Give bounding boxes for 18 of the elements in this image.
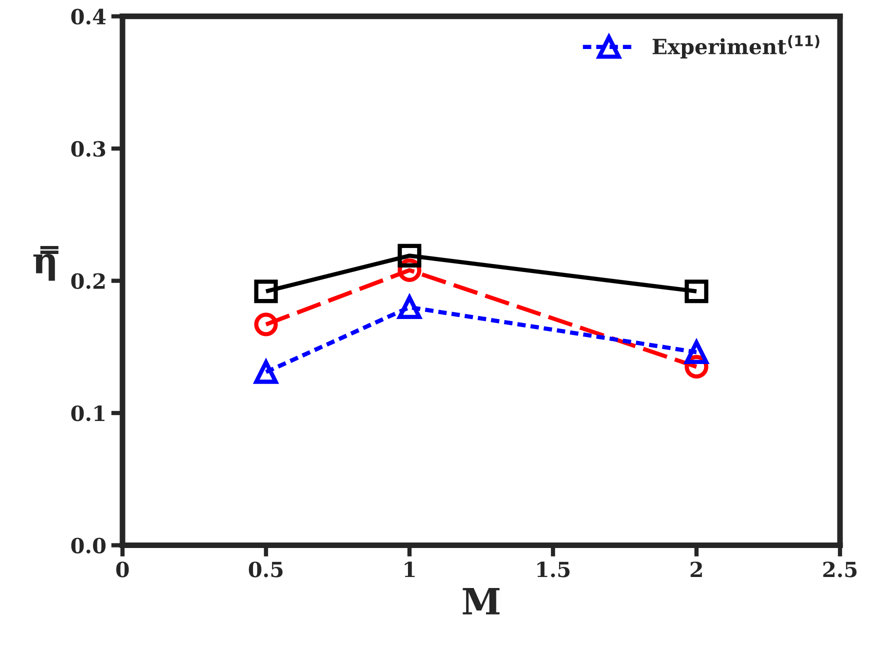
x-tick-label: 1 <box>404 562 415 578</box>
y-tick-label: 0.0 <box>71 538 106 554</box>
x-tick-label: 1.5 <box>537 562 570 578</box>
legend-label: Experiment$^{(11)}$ <box>652 35 820 58</box>
point <box>684 280 708 304</box>
y-tick-label: 0.3 <box>71 141 106 157</box>
y-tick-label: 0.4 <box>71 8 106 25</box>
x-axis-title: M <box>462 588 500 614</box>
y-tick-label: 0.1 <box>71 405 104 422</box>
y-tick-label: 0.2 <box>71 273 105 289</box>
x-tick-label: 0.5 <box>248 562 283 578</box>
point <box>254 280 278 304</box>
point <box>398 244 422 268</box>
x-tick-label: 2 <box>690 562 702 578</box>
x-tick-label: 0 <box>116 562 129 578</box>
x-tick-label: 2.5 <box>823 562 857 578</box>
point <box>254 312 278 336</box>
y-axis-title: η̿ <box>33 246 58 281</box>
